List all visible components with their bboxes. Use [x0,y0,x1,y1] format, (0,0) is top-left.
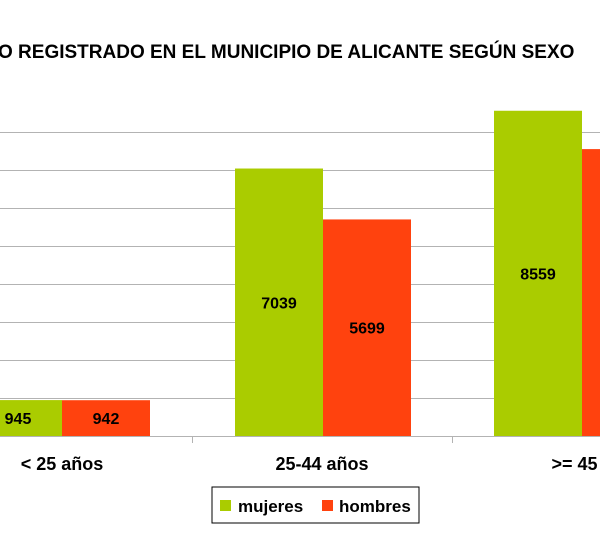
legend-label-mujeres: mujeres [238,497,303,516]
legend-box [211,486,420,524]
bar-hombres-1 [323,219,411,436]
legend-label-hombres: hombres [339,497,411,516]
bar-mujeres-0 [0,400,62,436]
data-label-hombres-1: 5699 [349,321,385,338]
data-labels: 945 7039 8559 942 5699 [5,266,556,428]
data-label-mujeres-2: 8559 [520,266,556,283]
category-label-1: 25-44 años [275,454,368,474]
legend-swatch-mujeres [220,500,231,511]
chart-title: O REGISTRADO EN EL MUNICIPIO DE ALICANTE… [0,41,574,63]
bar-mujeres-2 [494,110,582,437]
bar-mujeres-1 [235,168,323,436]
legend-swatch-hombres [322,500,333,511]
data-label-mujeres-0: 945 [5,411,32,428]
category-label-0: < 25 años [21,454,104,474]
data-label-mujeres-1: 7039 [261,295,297,312]
legend: mujeres hombres [211,486,420,524]
category-label-2: >= 45 a [551,454,600,474]
bar-hombres-2 [582,149,600,436]
data-label-hombres-0: 942 [93,411,120,428]
bar-hombres-0 [62,400,150,436]
x-axis: < 25 años 25-44 años >= 45 a [0,436,600,474]
bars [0,110,600,437]
